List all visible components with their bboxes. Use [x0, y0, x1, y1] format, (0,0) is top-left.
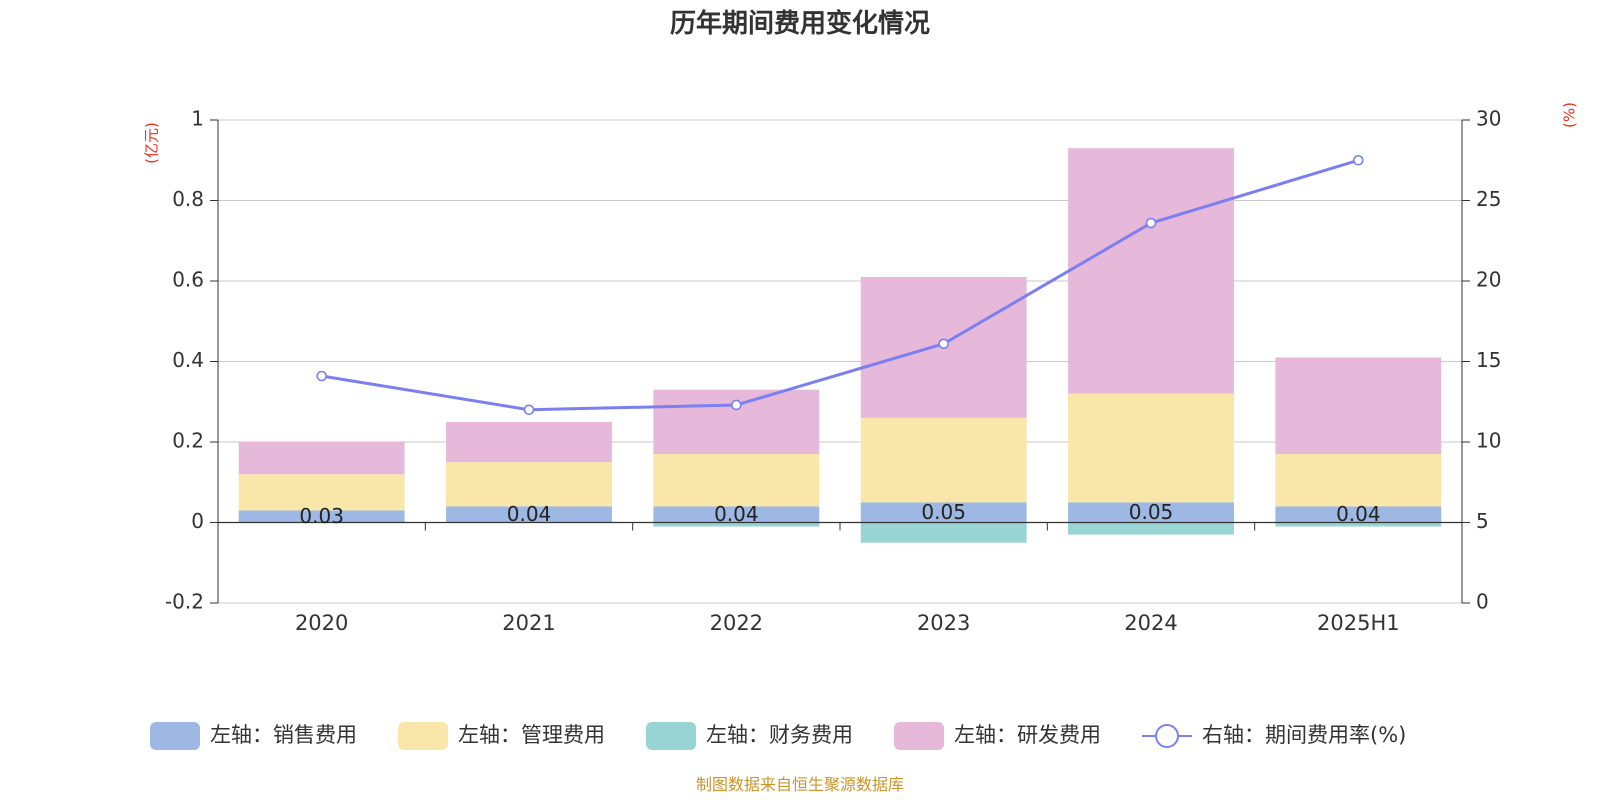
left-tick-label: 0.8 — [172, 187, 204, 211]
sales-value-label: 0.05 — [1129, 500, 1174, 524]
left-tick-label: 0.4 — [172, 348, 204, 372]
legend: 左轴：销售费用 左轴：管理费用 左轴：财务费用 左轴：研发费用 右轴：期间费用率(%) — [150, 722, 1406, 750]
data-labels: 0.03 0.04 0.04 0.05 0.05 0.04 — [299, 500, 1380, 528]
legend-item-admin: 左轴：管理费用 — [398, 722, 605, 750]
bar-finance — [860, 522, 1027, 543]
legend-swatch-admin — [398, 722, 448, 750]
rate-point — [938, 338, 949, 350]
bar-rnd — [1275, 357, 1442, 455]
bar-sales — [1275, 506, 1442, 523]
legend-label: 右轴：期间费用率(%) — [1202, 723, 1406, 747]
rate-point — [316, 370, 327, 382]
bar-rnd — [238, 442, 405, 475]
rate-line-path — [321, 158, 1359, 412]
sales-value-label: 0.04 — [714, 502, 759, 526]
right-tick-label: 5 — [1476, 509, 1489, 533]
legend-swatch-finance — [646, 722, 696, 750]
legend-label: 左轴：销售费用 — [210, 723, 357, 747]
bars — [238, 148, 1442, 543]
bar-admin — [1275, 454, 1442, 507]
left-tick-label: 0 — [191, 509, 204, 533]
left-tick-label: 0.2 — [172, 429, 204, 453]
bar-sales — [1068, 502, 1234, 523]
bar-rnd — [653, 389, 820, 455]
right-tick-label: 0 — [1476, 590, 1489, 614]
bar-rnd — [1068, 148, 1234, 394]
bar-admin — [860, 417, 1027, 503]
grid — [218, 119, 1462, 604]
legend-item-rate: 右轴：期间费用率(%) — [1142, 723, 1406, 748]
legend-label: 左轴：管理费用 — [458, 723, 605, 747]
rate-point — [1353, 154, 1364, 166]
right-tick-label: 15 — [1476, 348, 1501, 372]
legend-marker-swatch — [1155, 724, 1179, 748]
left-tick-label: 1 — [191, 107, 204, 131]
bar-finance — [1068, 522, 1234, 535]
category-label: 2025H1 — [1317, 611, 1400, 635]
category-label: 2022 — [710, 611, 763, 635]
bar-admin — [653, 454, 820, 507]
category-label: 2024 — [1124, 611, 1177, 635]
bar-finance — [1275, 522, 1442, 527]
left-axis-unit: (亿元) — [143, 122, 161, 164]
legend-label: 左轴：研发费用 — [954, 723, 1101, 747]
rate-point — [1145, 217, 1157, 229]
bar-finance — [653, 522, 820, 527]
bar-sales — [653, 506, 820, 523]
bar-sales — [446, 506, 612, 523]
rate-point — [523, 404, 535, 416]
bar-rnd — [446, 421, 612, 463]
rate-point — [731, 399, 742, 411]
left-tick-label: -0.2 — [165, 590, 204, 614]
bar-admin — [238, 474, 405, 511]
right-tick-label: 25 — [1476, 187, 1501, 211]
bar-sales — [860, 502, 1027, 523]
sales-value-label: 0.03 — [299, 504, 344, 528]
legend-swatch-sales — [150, 722, 200, 750]
category-label: 2020 — [295, 611, 348, 635]
right-tick-label: 10 — [1476, 429, 1501, 453]
right-axis-unit: (%) — [1561, 102, 1579, 128]
right-tick-label: 20 — [1476, 268, 1501, 292]
legend-item-rnd: 左轴：研发费用 — [894, 722, 1101, 750]
category-label: 2023 — [917, 611, 970, 635]
legend-item-sales: 左轴：销售费用 — [150, 722, 357, 750]
rate-line — [316, 154, 1364, 416]
category-label: 2021 — [502, 611, 555, 635]
bar-sales — [238, 510, 405, 523]
bar-admin — [1068, 393, 1234, 503]
right-tick-label: 30 — [1476, 107, 1501, 131]
source-note: 制图数据来自恒生聚源数据库 — [696, 775, 904, 794]
sales-value-label: 0.04 — [1336, 502, 1381, 526]
legend-swatch-rnd — [894, 722, 944, 750]
bar-admin — [446, 462, 612, 507]
chart-title: 历年期间费用变化情况 — [670, 8, 930, 39]
sales-value-label: 0.04 — [507, 502, 552, 526]
legend-label: 左轴：财务费用 — [706, 723, 853, 747]
sales-value-label: 0.05 — [921, 500, 966, 524]
left-tick-label: 0.6 — [172, 268, 204, 292]
legend-item-finance: 左轴：财务费用 — [646, 722, 853, 750]
